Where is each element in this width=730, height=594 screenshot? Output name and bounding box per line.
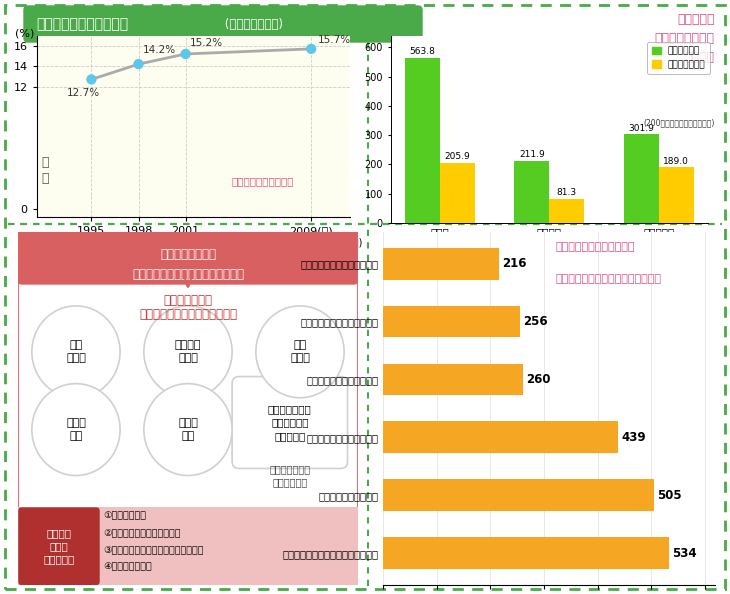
- Text: 14.2%: 14.2%: [142, 45, 176, 55]
- Text: (200年国民生活基礎調査から): (200年国民生活基礎調査から): [643, 118, 715, 127]
- Point: [180, 49, 191, 59]
- Text: 学習機会
少ない: 学習機会 少ない: [174, 340, 201, 364]
- Text: 15.2%: 15.2%: [190, 37, 223, 48]
- Text: (%): (%): [15, 29, 34, 39]
- Text: 260: 260: [526, 373, 550, 386]
- Text: 孤立
しがち: 孤立 しがち: [290, 340, 310, 364]
- Text: 〜: 〜: [41, 156, 49, 169]
- Text: 211.9: 211.9: [519, 150, 545, 159]
- Bar: [383, 537, 669, 569]
- Point: [85, 75, 97, 84]
- Bar: [383, 421, 618, 453]
- Bar: [383, 479, 654, 511]
- Text: 534: 534: [672, 546, 697, 560]
- Text: 81.3: 81.3: [557, 188, 577, 197]
- Bar: [658, 168, 694, 223]
- Text: 〜: 〜: [41, 172, 49, 185]
- Text: 216: 216: [502, 257, 526, 270]
- Bar: [405, 58, 440, 223]
- FancyBboxPatch shape: [18, 507, 358, 585]
- Text: 子どもの貧困率の上昇: 子どもの貧困率の上昇: [231, 176, 293, 186]
- FancyBboxPatch shape: [232, 377, 347, 469]
- FancyBboxPatch shape: [24, 6, 422, 42]
- Text: シンポジストの資料より: シンポジストの資料より: [36, 17, 128, 31]
- Text: 健やかに育つ権利が脅かされる: 健やかに育つ権利が脅かされる: [139, 308, 237, 321]
- Text: 439: 439: [622, 431, 646, 444]
- Bar: [515, 161, 550, 223]
- Bar: [383, 364, 523, 396]
- Text: ③安定した生活関係（親子関係など）: ③安定した生活関係（親子関係など）: [103, 546, 204, 555]
- Legend: １世帯あたり, 世帯１人あたり: １世帯あたり, 世帯１人あたり: [647, 42, 710, 74]
- Text: （自己肯定感を
高めにくい）: （自己肯定感を 高めにくい）: [269, 465, 310, 486]
- Text: 189.0: 189.0: [664, 157, 689, 166]
- Text: 年収２００万円で暮らすということ: 年収２００万円で暮らすということ: [132, 267, 244, 280]
- Point: [305, 44, 317, 53]
- Text: 母子家庭の親子が: 母子家庭の親子が: [160, 248, 216, 261]
- Text: 205.9: 205.9: [445, 152, 470, 161]
- Bar: [550, 199, 584, 223]
- FancyBboxPatch shape: [18, 507, 100, 585]
- Text: 「自分にとって大切だと思うこと」: 「自分にとって大切だと思うこと」: [556, 274, 662, 284]
- Text: 563.8: 563.8: [410, 47, 435, 56]
- Circle shape: [256, 306, 344, 398]
- Circle shape: [32, 306, 120, 398]
- Text: 301.9: 301.9: [629, 124, 654, 132]
- Text: 将来の
不安: 将来の 不安: [66, 418, 86, 441]
- Text: ①衣食住の安定: ①衣食住の安定: [103, 511, 146, 521]
- Text: 505: 505: [657, 489, 682, 502]
- Text: (編集委員会作成): (編集委員会作成): [221, 17, 283, 30]
- Text: (万円): (万円): [343, 237, 362, 247]
- Text: 松本市の子どもアンケート: 松本市の子どもアンケート: [556, 242, 636, 252]
- Text: 社会から大切に
されていない
という実感: 社会から大切に されていない という実感: [268, 405, 312, 441]
- Text: ④培われた生活力: ④培われた生活力: [103, 563, 152, 571]
- Text: 情報
少ない: 情報 少ない: [66, 340, 86, 364]
- FancyBboxPatch shape: [18, 232, 358, 285]
- Text: 子どもの成長、: 子どもの成長、: [164, 294, 212, 307]
- Bar: [623, 134, 658, 223]
- Point: [133, 59, 145, 69]
- Circle shape: [32, 384, 120, 476]
- Text: 平均所得: 平均所得: [685, 50, 715, 64]
- Bar: [440, 163, 475, 223]
- Text: 15.7%: 15.7%: [318, 35, 351, 45]
- Text: 世帯１人あたりの: 世帯１人あたりの: [655, 32, 715, 45]
- Text: 日々の
不安: 日々の 不安: [178, 418, 198, 441]
- Text: 世帯および: 世帯および: [677, 13, 715, 26]
- Circle shape: [144, 384, 232, 476]
- Bar: [383, 306, 520, 337]
- Circle shape: [144, 306, 232, 398]
- Bar: [383, 248, 499, 280]
- Text: ②生活知識や生活技術の獲得: ②生活知識や生活技術の獲得: [103, 529, 180, 538]
- Text: 12.7%: 12.7%: [66, 88, 99, 98]
- Text: 256: 256: [523, 315, 548, 328]
- Text: 健やかな
成長に
必要な要素: 健やかな 成長に 必要な要素: [43, 528, 74, 564]
